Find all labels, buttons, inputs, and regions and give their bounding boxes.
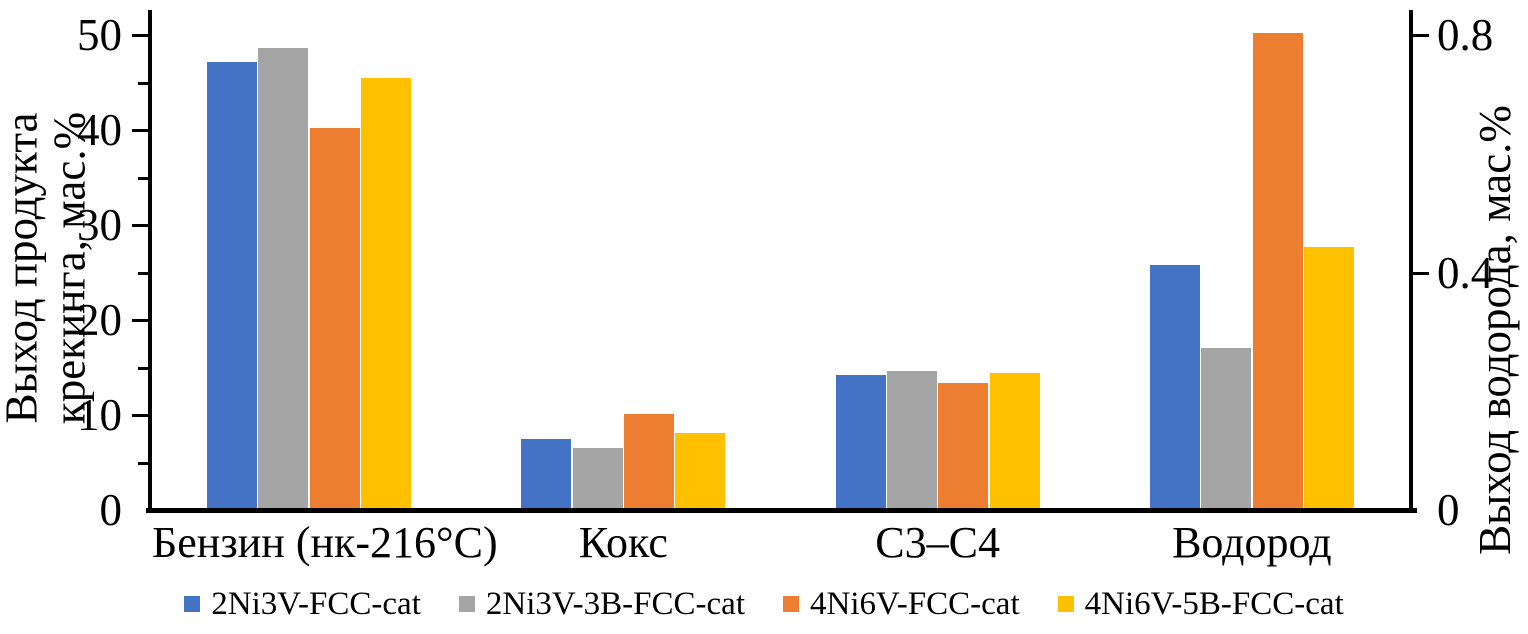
left-axis-minor-tick: [138, 176, 148, 180]
left-axis-tick-label: 30: [77, 200, 122, 250]
legend-label: 2Ni3V-FCC-cat: [211, 586, 421, 622]
legend-swatch: [1057, 596, 1074, 612]
category-label: Бензин (нк-216°C): [152, 518, 498, 567]
left-axis-major-tick: [132, 129, 148, 132]
left-axis-minor-tick: [138, 461, 148, 465]
bar: [1252, 33, 1303, 508]
category-label: C3–C4: [875, 518, 1000, 567]
bar: [624, 413, 675, 508]
bar: [309, 128, 360, 508]
left-axis-minor-tick: [138, 81, 148, 85]
category-label: Кокс: [578, 518, 668, 567]
left-axis-tick-label: 20: [77, 295, 122, 345]
bar: [258, 48, 309, 508]
bar: [1149, 264, 1200, 508]
left-axis-minor-tick: [138, 271, 148, 275]
left-axis-tick-label: 40: [77, 105, 122, 155]
legend: 2Ni3V-FCC-cat 2Ni3V-3B-FCC-cat 4Ni6V-FCC-c…: [0, 581, 1528, 627]
legend-item: 2Ni3V-FCC-cat: [184, 584, 421, 624]
legend-item: 2Ni3V-3B-FCC-cat: [458, 584, 745, 624]
left-axis-spine: [148, 10, 152, 510]
bar: [521, 438, 572, 508]
left-axis-title-line2: крекинга, мас.%: [44, 111, 94, 425]
left-axis-major-tick: [132, 34, 148, 37]
right-axis-tick-label: 0: [1437, 485, 1460, 535]
left-axis-tick-label: 10: [77, 390, 122, 440]
bar: [207, 61, 258, 508]
bar: [675, 432, 726, 508]
legend-swatch: [783, 596, 799, 612]
legend-swatch: [458, 596, 475, 612]
bar: [989, 373, 1040, 508]
left-axis-major-tick: [132, 224, 148, 227]
bar: [1303, 246, 1354, 508]
right-axis-tick: [1413, 271, 1429, 275]
left-axis-tick-label: 50: [77, 10, 122, 60]
right-axis-tick-label: 0.4: [1437, 247, 1494, 298]
right-axis-tick-label: 0.8: [1437, 10, 1494, 60]
x-axis-line: [146, 508, 1417, 513]
legend-label: 2Ni3V-3B-FCC-cat: [485, 586, 745, 622]
bar: [938, 382, 989, 508]
legend-label: 4Ni6V-5B-FCC-cat: [1084, 586, 1344, 622]
bar: [1201, 347, 1252, 508]
bar: [361, 77, 412, 508]
left-axis-minor-tick: [138, 366, 148, 370]
right-axis-tick: [1413, 34, 1429, 37]
legend-label: 4Ni6V-FCC-cat: [810, 586, 1020, 622]
right-axis-spine: [1409, 10, 1413, 510]
bar: [886, 371, 937, 508]
left-axis-major-tick: [132, 414, 148, 417]
legend-item: 4Ni6V-5B-FCC-cat: [1057, 584, 1344, 624]
category-label: Водород: [1172, 518, 1332, 567]
bar: [835, 375, 886, 508]
left-axis-tick-label: 0: [99, 485, 123, 535]
bar: [572, 448, 623, 508]
legend-swatch: [184, 596, 201, 612]
left-axis-title-line1: Выход продукта: [0, 112, 47, 424]
left-axis-major-tick: [132, 319, 148, 322]
legend-item: 4Ni6V-FCC-cat: [783, 584, 1020, 624]
